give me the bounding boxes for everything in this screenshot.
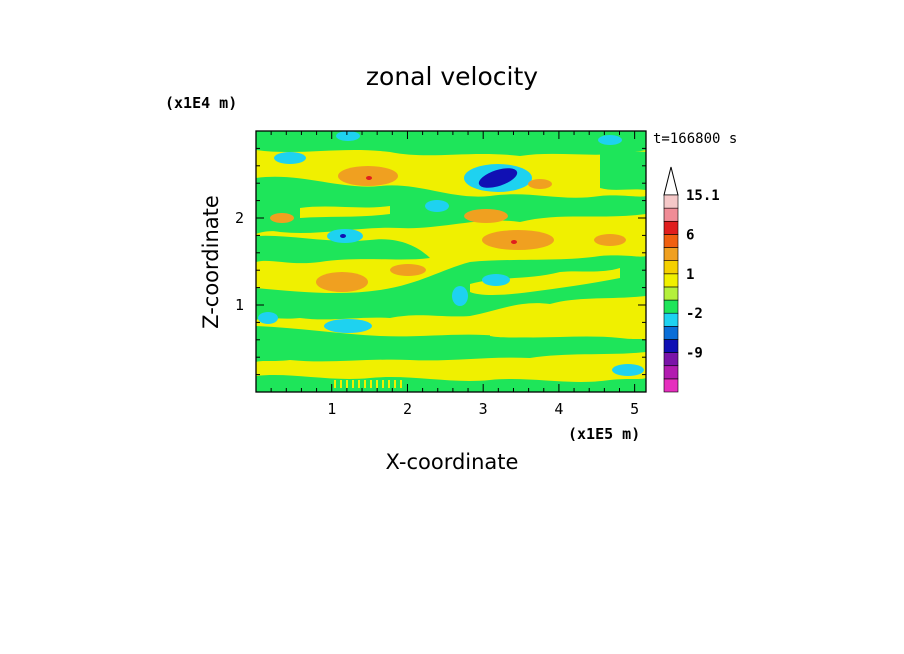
colorbar-swatch bbox=[663, 207, 679, 222]
y-ticks: 12 bbox=[235, 147, 646, 376]
contour-blue-spot bbox=[340, 234, 346, 238]
contour-green-right-column bbox=[600, 150, 646, 190]
x-tick-label: 5 bbox=[630, 400, 639, 418]
colorbar-swatch bbox=[663, 247, 679, 261]
contour-field bbox=[256, 131, 646, 392]
contour-cyan-patch-4 bbox=[425, 200, 449, 212]
x-ticks: 1 2 3 4 5 bbox=[270, 131, 639, 418]
x-tick-label: 1 bbox=[327, 400, 336, 418]
contour-orange-patch-5 bbox=[390, 264, 426, 276]
x-tick-label: 3 bbox=[479, 400, 488, 418]
contour-blue-minimum bbox=[478, 168, 518, 188]
colorbar-swatch bbox=[663, 286, 679, 301]
colorbar-swatch bbox=[663, 378, 679, 393]
contour-orange-patch-1 bbox=[338, 166, 398, 186]
colorbar-swatch bbox=[663, 273, 679, 288]
contour-cyan-patch-11 bbox=[452, 286, 468, 306]
colorbar-extend-arrow bbox=[663, 166, 679, 196]
y-axis-label: Z-coordinate bbox=[199, 195, 223, 329]
contour-red-dot-1 bbox=[366, 176, 372, 180]
contour-orange-patch-7 bbox=[270, 213, 294, 223]
contour-green-band-upper bbox=[256, 176, 646, 234]
contour-green-band-left bbox=[256, 235, 430, 264]
y-tick-label: 1 bbox=[235, 296, 244, 314]
contour-orange-patch-8 bbox=[528, 179, 552, 189]
contour-yellow-streak-2 bbox=[490, 318, 640, 338]
contour-yellow-streak-3 bbox=[300, 206, 390, 218]
contour-cyan-patch-10 bbox=[598, 135, 622, 145]
x-axis-label: X-coordinate bbox=[386, 450, 519, 474]
contour-cyan-patch-5 bbox=[324, 319, 372, 333]
colorbar-swatch bbox=[663, 194, 679, 209]
time-label: t=166800 s bbox=[653, 131, 737, 147]
colorbar-swatch bbox=[663, 234, 679, 248]
y-unit-label: (x1E4 m) bbox=[165, 94, 237, 112]
x-tick-label: 4 bbox=[554, 400, 563, 418]
x-tick-label: 2 bbox=[403, 400, 412, 418]
colorbar-label: 6 bbox=[686, 227, 694, 243]
contour-red-dot-2 bbox=[511, 240, 517, 244]
plot-frame bbox=[255, 130, 647, 393]
contour-orange-patch-2 bbox=[464, 209, 508, 223]
colorbar-swatch bbox=[663, 220, 679, 235]
colorbar-swatch bbox=[663, 339, 679, 353]
contour-cyan-patch-7 bbox=[482, 274, 510, 286]
colorbar-swatch bbox=[663, 260, 679, 275]
colorbar-swatch bbox=[663, 299, 679, 314]
contour-cyan-patch-2 bbox=[336, 131, 360, 141]
contour-green-band-middle bbox=[256, 255, 646, 320]
contour-bottom-ripples bbox=[334, 380, 402, 388]
colorbar-label: -2 bbox=[686, 306, 703, 322]
x-unit-label: (x1E5 m) bbox=[568, 425, 640, 443]
y-tick-label: 2 bbox=[235, 209, 244, 227]
colorbar-swatch bbox=[663, 326, 679, 340]
colorbar: 15.1 6 1 -2 -9 bbox=[663, 166, 720, 393]
contour-orange-patch-3 bbox=[482, 230, 554, 250]
contour-cyan-patch-1 bbox=[274, 152, 306, 164]
colorbar-label: -9 bbox=[686, 346, 703, 362]
contour-orange-patch-4 bbox=[316, 272, 368, 292]
colorbar-label: 15.1 bbox=[686, 188, 720, 204]
contour-cyan-patch-8 bbox=[612, 364, 644, 376]
contour-yellow-streak-1 bbox=[470, 268, 620, 295]
contour-green-band-lower bbox=[256, 326, 646, 362]
colorbar-swatch bbox=[663, 312, 679, 327]
colorbar-label: 1 bbox=[686, 267, 694, 283]
contour-cyan-patch-6 bbox=[258, 312, 278, 324]
contour-orange-patch-6 bbox=[594, 234, 626, 246]
colorbar-swatch bbox=[663, 365, 679, 380]
colorbar-swatch bbox=[663, 352, 679, 367]
chart-title: zonal velocity bbox=[366, 62, 538, 91]
